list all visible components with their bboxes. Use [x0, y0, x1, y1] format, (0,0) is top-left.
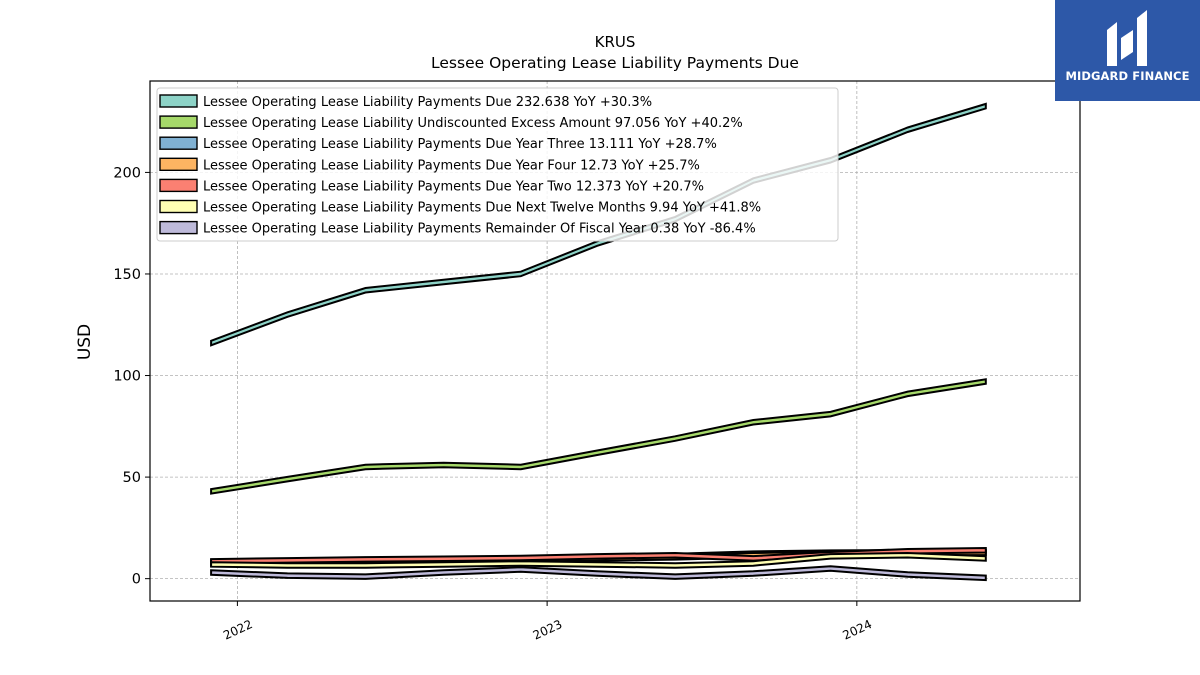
legend-label: Lessee Operating Lease Liability Payment…	[203, 137, 717, 152]
legend-label: Lessee Operating Lease Liability Undisco…	[203, 116, 743, 131]
midgard-logo-icon	[1107, 10, 1147, 66]
legend-swatch	[159, 220, 198, 235]
legend-box	[156, 87, 839, 242]
legend: Lessee Operating Lease Liability Payment…	[156, 87, 839, 242]
plot-frame	[149, 80, 1081, 602]
brand-name: MIDGARD FINANCE	[1065, 69, 1190, 83]
series-line-0	[210, 102, 987, 347]
y-axis-label: USD	[75, 324, 95, 360]
series-line-1	[210, 378, 987, 495]
legend-swatch	[159, 94, 198, 108]
series-line-6	[210, 565, 987, 582]
legend-label: Lessee Operating Lease Liability Payment…	[203, 179, 704, 194]
series-line-5	[210, 551, 987, 569]
legend-swatch	[159, 136, 198, 150]
legend-swatch	[159, 157, 198, 172]
y-tick-label: 100	[113, 369, 141, 385]
x-tick-label: 2022	[221, 617, 255, 643]
legend-swatch	[159, 178, 198, 193]
y-tick-label: 200	[113, 165, 141, 181]
y-tick-label: 150	[113, 267, 141, 283]
legend-label: Lessee Operating Lease Liability Payment…	[203, 201, 761, 216]
brand-logo: MIDGARD FINANCE	[1055, 0, 1200, 101]
legend-label: Lessee Operating Lease Liability Payment…	[203, 95, 652, 110]
legend-swatch	[159, 115, 198, 129]
legend-label: Lessee Operating Lease Liability Payment…	[203, 222, 756, 237]
chart-subtitle: Lessee Operating Lease Liability Payment…	[431, 54, 799, 72]
legend-label: Lessee Operating Lease Liability Payment…	[203, 158, 700, 173]
x-tick-label: 2023	[531, 617, 565, 643]
y-tick-label: 0	[132, 572, 141, 588]
y-tick-label: 50	[123, 470, 141, 486]
chart-title: KRUS	[595, 33, 636, 51]
legend-swatch	[159, 199, 198, 214]
x-tick-label: 2024	[841, 617, 875, 643]
series-layer	[210, 102, 987, 582]
series-line-4	[210, 546, 987, 565]
